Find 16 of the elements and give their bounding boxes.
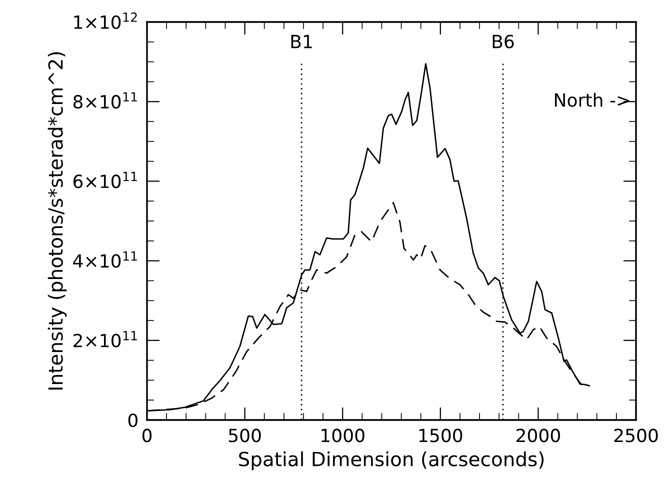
x-tick-label: 1000 (322, 428, 364, 442)
x-tick-label: 2500 (614, 428, 658, 442)
y-tick-label: 8×10$^{11}$ (73, 92, 137, 109)
x-tick-label: 1500 (419, 428, 462, 442)
x-tick-label: 500 (228, 428, 261, 442)
x-axis-title: Spatial Dimension (arcseconds) (239, 451, 544, 470)
y-tick-label: 2×10$^{11}$ (74, 331, 137, 348)
ref-line-label: B6 (492, 34, 514, 48)
y-tick-label: 6×10$^{11}$ (73, 172, 137, 188)
y-tick-label: 4×10$^{11}$ (73, 251, 137, 268)
y-axis-title: Intensity (photons/s*sterad*cm^2) (48, 52, 67, 390)
x-tick-label: 0 (142, 428, 152, 442)
x-tick-label: 2000 (516, 428, 560, 442)
y-tick-label: 0 (128, 413, 138, 428)
ref-line-label: B1 (291, 34, 312, 48)
y-tick-label: 1×10$^{12}$ (74, 12, 137, 29)
